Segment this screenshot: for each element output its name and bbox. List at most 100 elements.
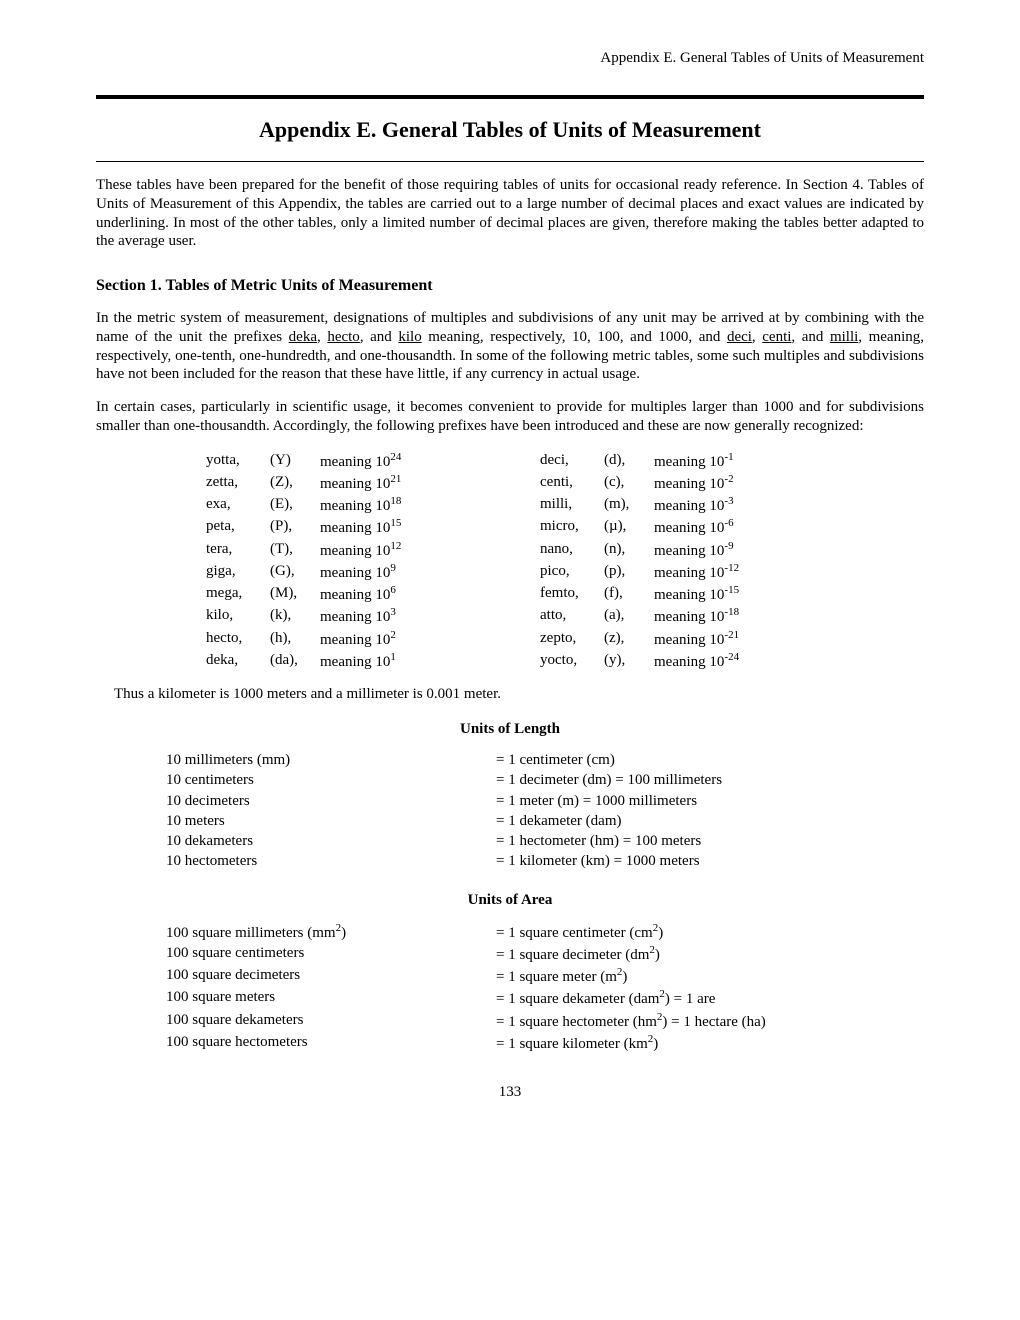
conv-right: = 1 meter (m) = 1000 millimeters — [496, 791, 924, 811]
text: , and — [791, 329, 830, 345]
area-table: 100 square millimeters (mm2)= 1 square c… — [96, 921, 924, 1055]
prefix-name: hecto, — [206, 628, 270, 650]
length-heading: Units of Length — [96, 721, 924, 738]
prefix-meaning: meaning 10-2 — [654, 472, 784, 494]
prefix-meaning: meaning 1024 — [320, 450, 450, 472]
thus-line: Thus a kilometer is 1000 meters and a mi… — [114, 686, 924, 703]
prefix-name: yocto, — [540, 650, 604, 672]
prefix-symbol: (y), — [604, 650, 654, 672]
prefix-meaning: meaning 1021 — [320, 472, 450, 494]
table-row: 100 square centimeters= 1 square decimet… — [166, 943, 924, 965]
prefix-meaning: meaning 1012 — [320, 539, 450, 561]
prefix-row: exa,(E),meaning 1018milli,(m),meaning 10… — [206, 494, 924, 516]
prefix-symbol: (a), — [604, 605, 654, 627]
conv-left: 100 square decimeters — [166, 965, 496, 987]
prefix-name: micro, — [540, 516, 604, 538]
prefix-row: deka,(da),meaning 101 yocto,(y),meaning 1… — [206, 650, 924, 672]
conv-right: = 1 square kilometer (km2) — [496, 1032, 924, 1054]
prefix-name: zetta, — [206, 472, 270, 494]
page-number: 133 — [96, 1084, 924, 1101]
prefix-meaning: meaning 10-3 — [654, 494, 784, 516]
prefix-name: pico, — [540, 561, 604, 583]
prefix-symbol: (p), — [604, 561, 654, 583]
conv-left: 10 millimeters (mm) — [166, 750, 496, 770]
prefix-row: giga,(G),meaning 109pico,(p),meaning 10-… — [206, 561, 924, 583]
prefix-symbol: (E), — [270, 494, 320, 516]
prefix-name: deci, — [540, 450, 604, 472]
prefix-meaning: meaning 10-12 — [654, 561, 784, 583]
prefix-meaning: meaning 10-18 — [654, 605, 784, 627]
prefix-name: mega, — [206, 583, 270, 605]
conv-left: 100 square centimeters — [166, 943, 496, 965]
prefix-symbol: (d), — [604, 450, 654, 472]
prefix-row: peta,(P),meaning 1015micro,(µ),meaning 1… — [206, 516, 924, 538]
conv-right: = 1 square meter (m2) — [496, 965, 924, 987]
prefix-symbol: (n), — [604, 539, 654, 561]
prefix-symbol: (M), — [270, 583, 320, 605]
prefix-symbol: (µ), — [604, 516, 654, 538]
prefix-name: tera, — [206, 539, 270, 561]
prefix-name: deka, — [206, 650, 270, 672]
prefix-symbol: (f), — [604, 583, 654, 605]
prefix-row: kilo,(k),meaning 103atto,(a),meaning 10-… — [206, 605, 924, 627]
prefix-meaning: meaning 10-15 — [654, 583, 784, 605]
prefix-meaning: meaning 103 — [320, 605, 450, 627]
prefix-symbol: (da), — [270, 650, 320, 672]
conv-right: = 1 hectometer (hm) = 100 meters — [496, 831, 924, 851]
text: , — [317, 329, 327, 345]
prefix-name: yotta, — [206, 450, 270, 472]
prefix-symbol: (m), — [604, 494, 654, 516]
table-row: 10 meters= 1 dekameter (dam) — [166, 811, 924, 831]
prefix-name: giga, — [206, 561, 270, 583]
prefix-symbol: (Z), — [270, 472, 320, 494]
prefix-symbol: (G), — [270, 561, 320, 583]
prefix-symbol: (k), — [270, 605, 320, 627]
conv-left: 100 square meters — [166, 987, 496, 1009]
prefix-meaning: meaning 10-1 — [654, 450, 784, 472]
underline-hecto: hecto — [327, 329, 359, 345]
conv-right: = 1 square hectometer (hm2) = 1 hectare … — [496, 1010, 924, 1032]
rule-thin — [96, 161, 924, 162]
prefix-symbol: (h), — [270, 628, 320, 650]
text: , — [752, 329, 762, 345]
prefix-row: yotta,(Y)meaning 1024deci,(d),meaning 10… — [206, 450, 924, 472]
prefix-name: centi, — [540, 472, 604, 494]
conv-left: 10 meters — [166, 811, 496, 831]
length-table: 10 millimeters (mm)= 1 centimeter (cm)10… — [96, 750, 924, 872]
prefix-meaning: meaning 106 — [320, 583, 450, 605]
table-row: 10 millimeters (mm)= 1 centimeter (cm) — [166, 750, 924, 770]
conv-left: 100 square millimeters (mm2) — [166, 921, 496, 943]
prefix-table: yotta,(Y)meaning 1024deci,(d),meaning 10… — [96, 450, 924, 673]
conv-right: = 1 dekameter (dam) — [496, 811, 924, 831]
prefix-name: milli, — [540, 494, 604, 516]
prefix-row: mega,(M),meaning 106 femto,(f),meaning 10… — [206, 583, 924, 605]
prefix-row: tera,(T),meaning 1012nano,(n),meaning 10… — [206, 539, 924, 561]
section1-heading: Section 1. Tables of Metric Units of Mea… — [96, 277, 924, 295]
prefix-name: femto, — [540, 583, 604, 605]
rule-thick-top — [96, 95, 924, 99]
table-row: 100 square hectometers= 1 square kilomet… — [166, 1032, 924, 1054]
prefix-row: zetta,(Z),meaning 1021centi,(c),meaning … — [206, 472, 924, 494]
prefix-meaning: meaning 10-6 — [654, 516, 784, 538]
prefix-meaning: meaning 101 — [320, 650, 450, 672]
table-row: 10 hectometers= 1 kilometer (km) = 1000 … — [166, 851, 924, 871]
prefix-symbol: (P), — [270, 516, 320, 538]
underline-centi: centi — [762, 329, 791, 345]
conv-right: = 1 square centimeter (cm2) — [496, 921, 924, 943]
underline-deka: deka — [289, 329, 317, 345]
prefix-meaning: meaning 10-24 — [654, 650, 784, 672]
prefix-symbol: (T), — [270, 539, 320, 561]
intro-paragraph: These tables have been prepared for the … — [96, 176, 924, 251]
conv-right: = 1 centimeter (cm) — [496, 750, 924, 770]
conv-left: 100 square dekameters — [166, 1010, 496, 1032]
running-header: Appendix E. General Tables of Units of M… — [96, 50, 924, 67]
prefix-name: zepto, — [540, 628, 604, 650]
conv-right: = 1 kilometer (km) = 1000 meters — [496, 851, 924, 871]
underline-deci: deci — [727, 329, 752, 345]
table-row: 100 square dekameters= 1 square hectomet… — [166, 1010, 924, 1032]
table-row: 10 centimeters= 1 decimeter (dm) = 100 m… — [166, 770, 924, 790]
conv-right: = 1 square dekameter (dam2) = 1 are — [496, 987, 924, 1009]
prefix-name: kilo, — [206, 605, 270, 627]
section1-para1: In the metric system of measurement, des… — [96, 309, 924, 384]
prefix-meaning: meaning 1018 — [320, 494, 450, 516]
